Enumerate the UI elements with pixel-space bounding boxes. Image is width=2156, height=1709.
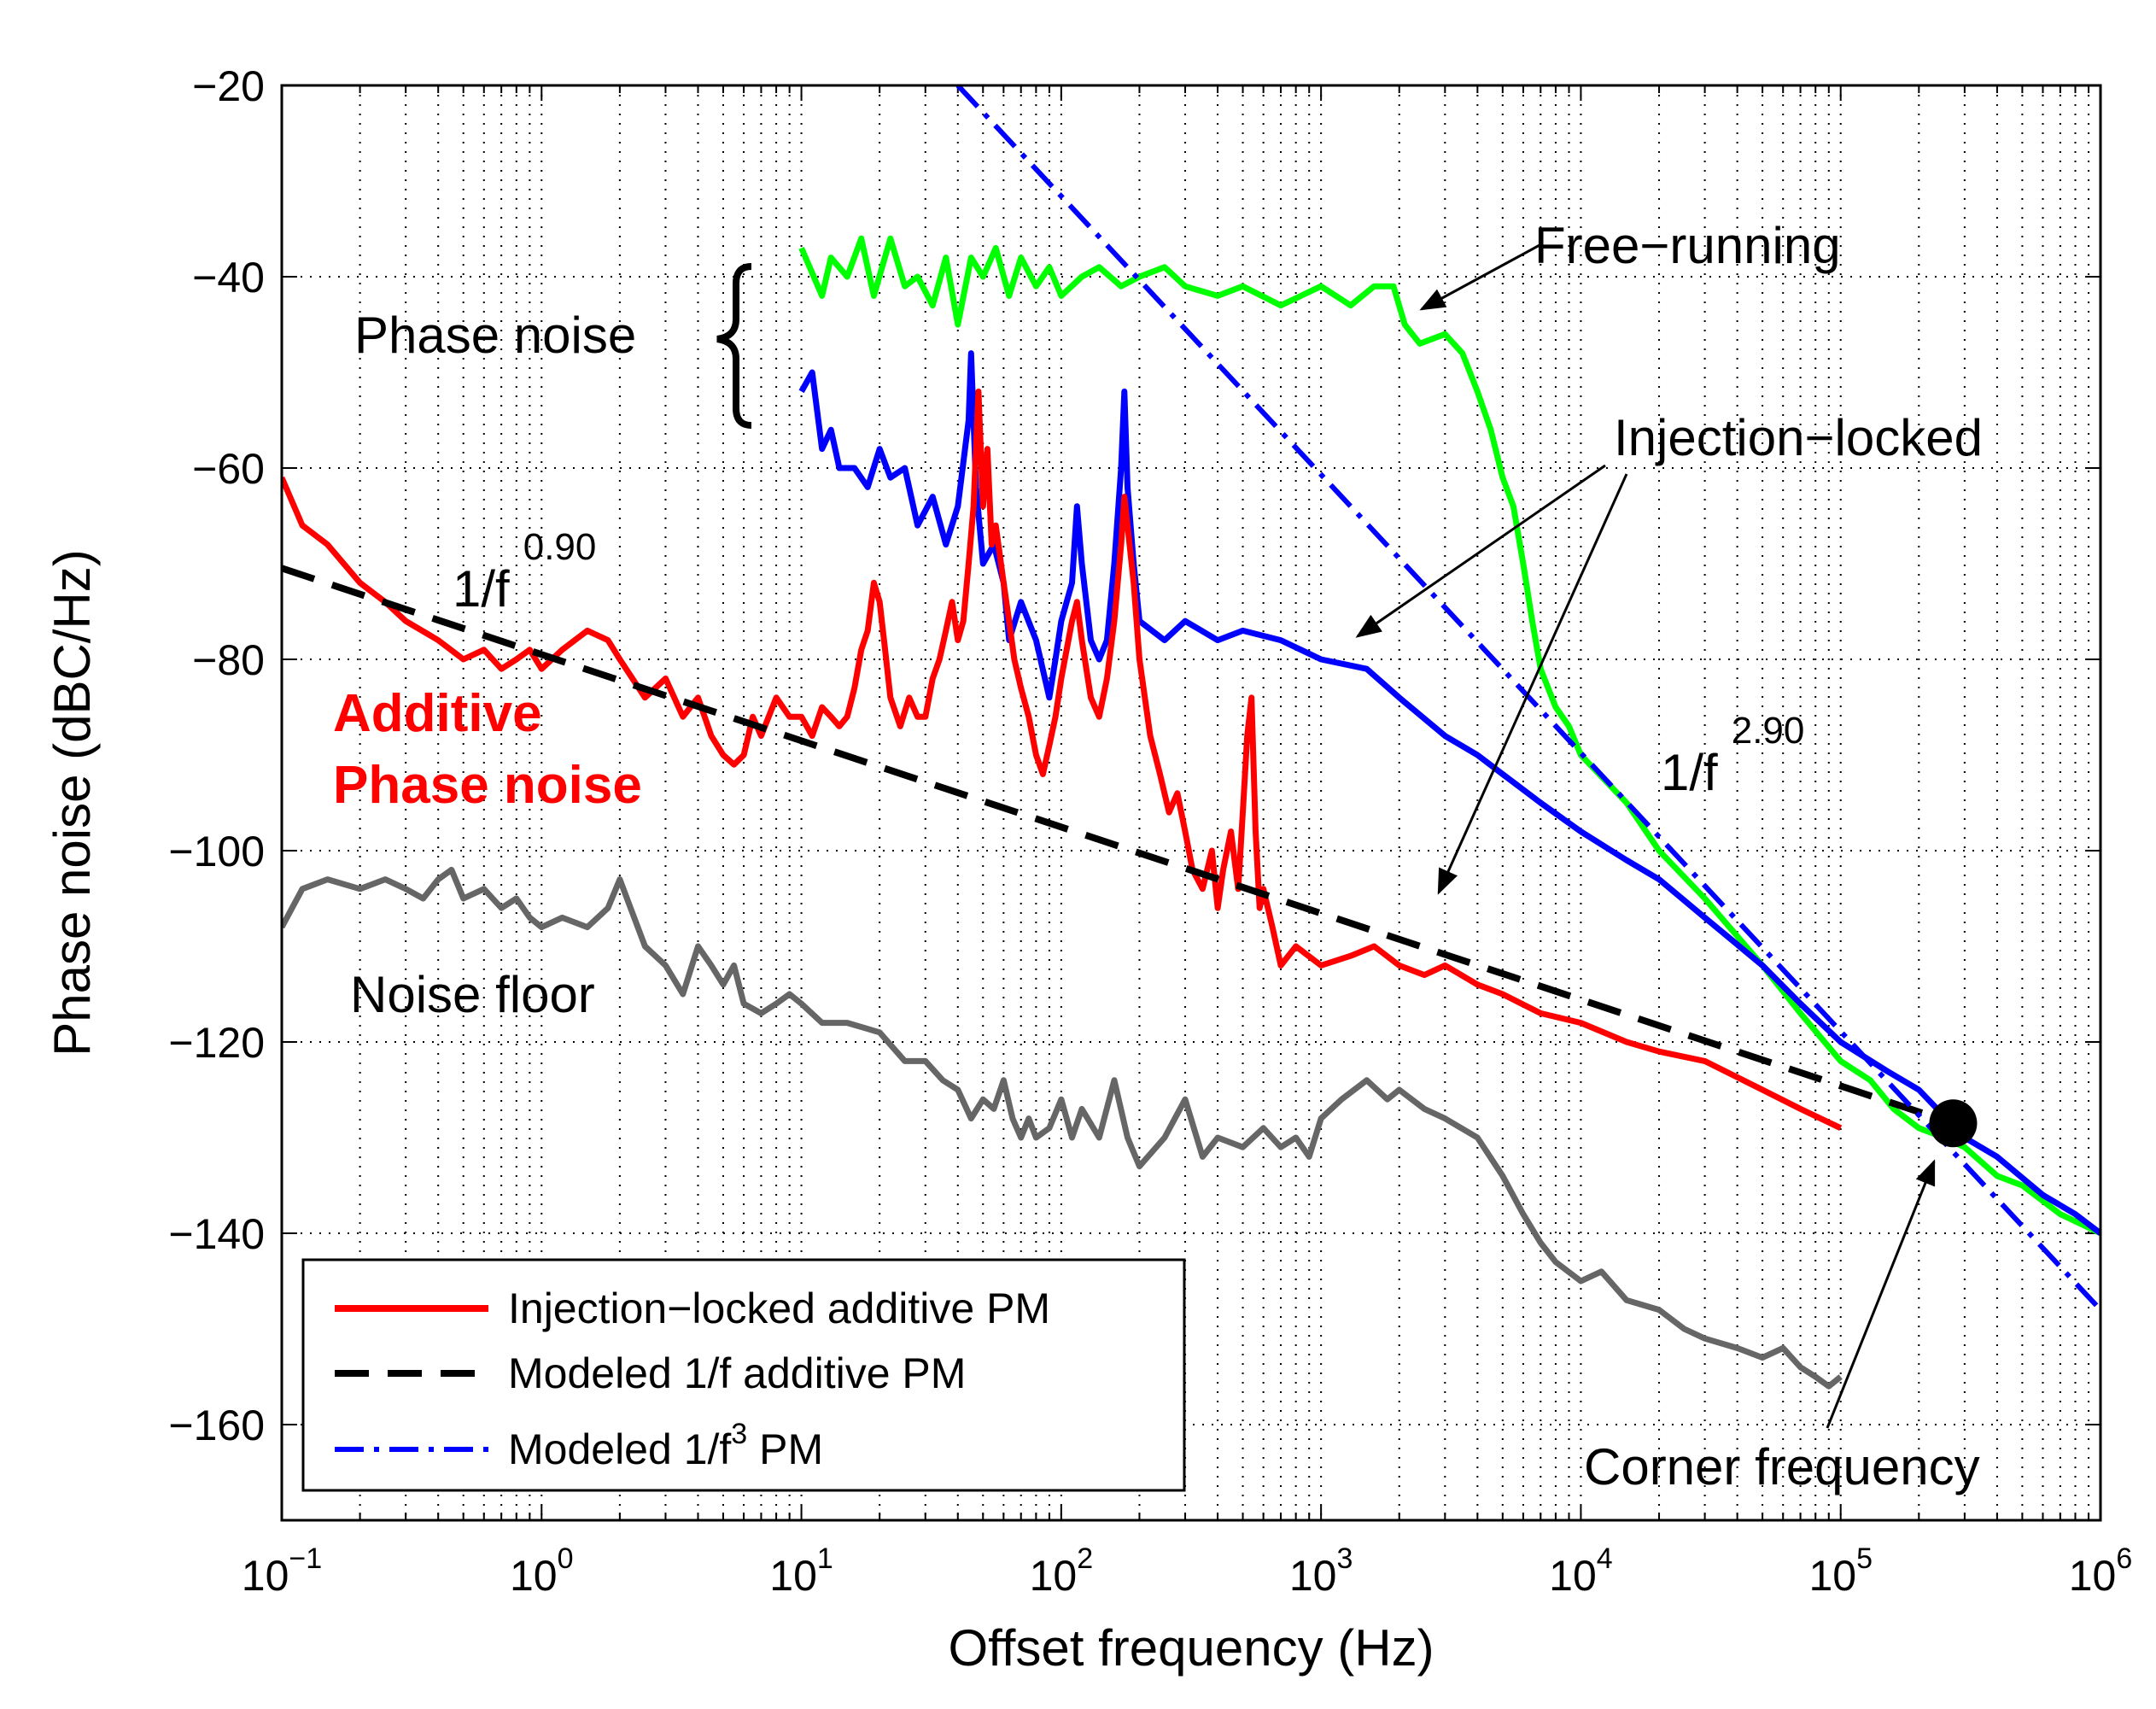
annotation-additive-line1: Additive — [333, 684, 542, 743]
slope-low-base: 1/f — [453, 560, 510, 617]
x-tick-label-exp: 1 — [817, 1542, 833, 1575]
x-tick-label-exp: 2 — [1077, 1542, 1093, 1575]
x-tick-label-base: 10 — [1549, 1552, 1597, 1600]
x-tick-label-exp: 6 — [2116, 1542, 2132, 1575]
x-tick-label: 104 — [1549, 1542, 1613, 1600]
legend-label-model-1f3-sup: 3 — [731, 1418, 747, 1450]
y-tick-label: −60 — [192, 445, 265, 493]
y-tick-label: −140 — [168, 1210, 265, 1258]
x-tick-label: 103 — [1289, 1542, 1353, 1600]
arrow-injection-locked-blue — [1355, 464, 1606, 638]
slope-high-exp: 2.90 — [1732, 710, 1805, 752]
series-free-running — [798, 235, 2100, 1237]
legend-label-model-1f3-base: Modeled 1/f — [508, 1425, 731, 1473]
x-tick-label: 100 — [510, 1542, 574, 1600]
plot-frame — [280, 84, 2102, 1522]
arrow-free-running — [1419, 243, 1542, 311]
annotation-slope-low: 1/f 0.90 — [453, 526, 596, 617]
y-tick-label: −40 — [192, 254, 265, 301]
x-tick-label-base: 10 — [1289, 1552, 1337, 1600]
x-tick-label: 102 — [1030, 1542, 1094, 1600]
annotation-free-running: Free−running — [1534, 217, 1841, 274]
x-tick-label-exp: 4 — [1597, 1542, 1613, 1575]
phase-noise-brace — [716, 263, 752, 429]
annotation-slope-high: 1/f 2.90 — [1661, 710, 1804, 801]
x-tick-label-base: 10 — [1808, 1552, 1856, 1600]
annotation-phase-noise: Phase noise — [354, 307, 636, 364]
series-injection-locked — [798, 350, 2100, 1236]
x-tick-label-exp: −1 — [289, 1542, 322, 1575]
annotation-additive-line2: Phase noise — [333, 756, 642, 815]
y-axis-title: Phase noise (dBC/Hz) — [44, 549, 101, 1056]
legend-label-additive: Injection−locked additive PM — [508, 1285, 1050, 1332]
annotation-noise-floor: Noise floor — [350, 966, 595, 1023]
x-tick-label: 106 — [2069, 1542, 2133, 1600]
y-tick-label: −100 — [168, 828, 265, 875]
x-tick-label-base: 10 — [2069, 1552, 2117, 1600]
model-line-1f — [282, 565, 1954, 1127]
x-tick-label-base: 10 — [242, 1552, 289, 1600]
slope-low-exp: 0.90 — [523, 526, 597, 568]
arrow-injection-locked-red — [1437, 473, 1628, 895]
corner-frequency-point — [1929, 1099, 1978, 1148]
series-noise-floor — [282, 866, 1843, 1390]
legend-label-model-1f3: Modeled 1/f3 PM — [508, 1418, 823, 1473]
legend-label-model-1f3-suffix: PM — [747, 1425, 823, 1473]
legend: Injection−locked additive PM Modeled 1/f… — [301, 1258, 1186, 1492]
x-tick-label-base: 10 — [1030, 1552, 1078, 1600]
x-tick-label: 10−1 — [242, 1542, 322, 1600]
model-line-1f3 — [955, 85, 2100, 1312]
y-tick-label: −120 — [168, 1019, 265, 1067]
arrow-corner-frequency — [1826, 1159, 1936, 1429]
legend-label-model-1f: Modeled 1/f additive PM — [508, 1349, 966, 1397]
x-tick-label-exp: 5 — [1856, 1542, 1873, 1575]
annotation-corner-frequency: Corner frequency — [1584, 1438, 1980, 1495]
x-tick-label-exp: 3 — [1336, 1542, 1353, 1575]
x-tick-label: 105 — [1808, 1542, 1873, 1600]
annotation-injection-locked: Injection−locked — [1614, 409, 1983, 466]
slope-high-base: 1/f — [1661, 744, 1718, 801]
y-tick-label: −20 — [192, 62, 265, 110]
y-tick-label: −80 — [192, 636, 265, 684]
x-axis-title: Offset frequency (Hz) — [948, 1619, 1434, 1677]
x-tick-label-exp: 0 — [558, 1542, 574, 1575]
x-tick-label: 101 — [769, 1542, 833, 1600]
x-tick-label-base: 10 — [769, 1552, 817, 1600]
x-tick-label-base: 10 — [510, 1552, 558, 1600]
series-layer — [282, 85, 2100, 1390]
y-tick-label: −160 — [168, 1402, 265, 1449]
